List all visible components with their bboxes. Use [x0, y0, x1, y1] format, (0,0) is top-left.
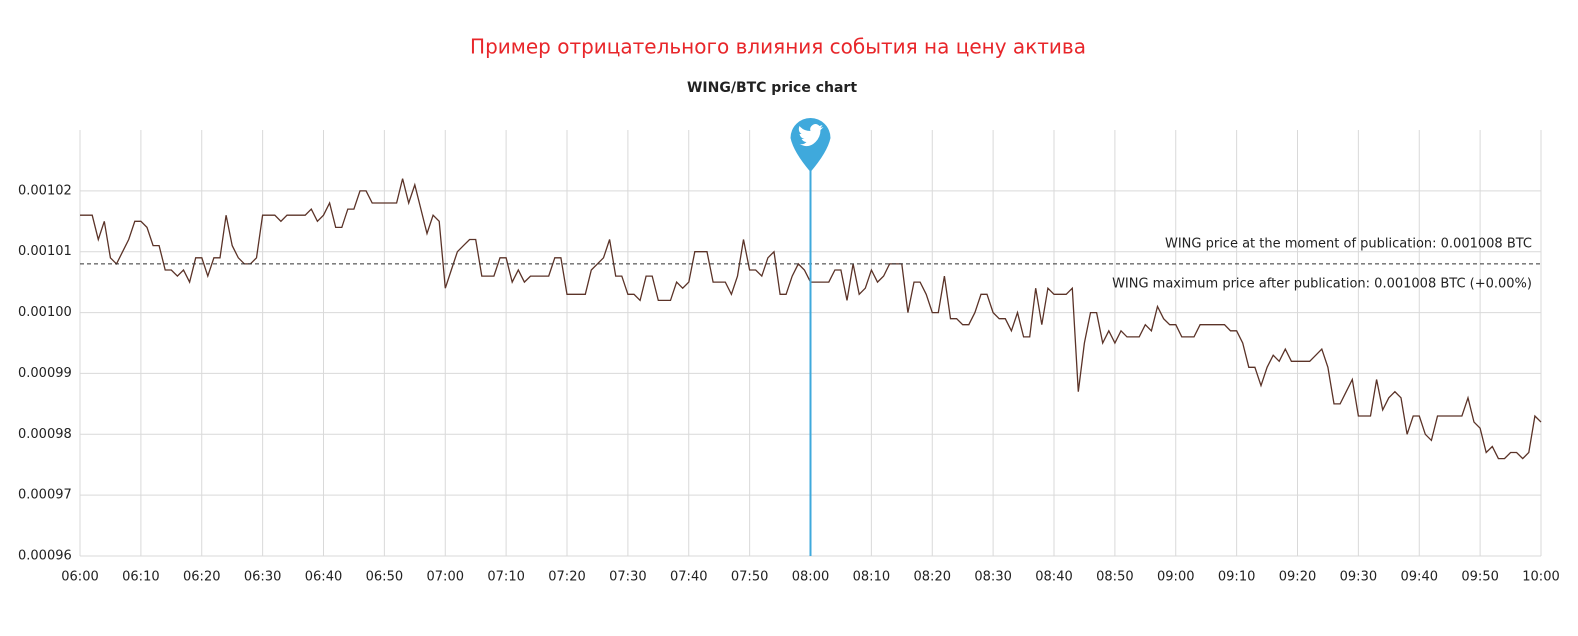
x-tick-label: 06:10: [122, 570, 159, 585]
y-tick-label: 0.00101: [18, 244, 72, 259]
x-tick-label: 08:40: [1035, 570, 1072, 585]
x-tick-label: 09:10: [1218, 570, 1255, 585]
x-tick-label: 08:50: [1096, 570, 1133, 585]
x-tick-label: 08:10: [853, 570, 890, 585]
x-tick-label: 08:20: [914, 570, 951, 585]
x-tick-label: 06:30: [244, 570, 281, 585]
x-tick-label: 07:10: [487, 570, 524, 585]
x-tick-label: 10:00: [1522, 570, 1559, 585]
heading: Пример отрицательного влияния события на…: [470, 35, 1086, 59]
y-tick-label: 0.00098: [18, 427, 72, 442]
x-tick-label: 09:00: [1157, 570, 1194, 585]
y-tick-label: 0.00099: [18, 366, 72, 381]
y-tick-label: 0.00097: [18, 488, 72, 503]
x-tick-label: 07:40: [670, 570, 707, 585]
twitter-icon: [798, 124, 824, 147]
x-tick-label: 09:20: [1279, 570, 1316, 585]
x-tick-label: 09:30: [1340, 570, 1377, 585]
chart-title: WING/BTC price chart: [687, 80, 857, 96]
x-tick-label: 07:00: [427, 570, 464, 585]
x-tick-label: 06:00: [61, 570, 98, 585]
x-tick-label: 07:20: [548, 570, 585, 585]
y-tick-label: 0.00096: [18, 549, 72, 564]
x-tick-label: 06:50: [366, 570, 403, 585]
price-annotation: WING price at the moment of publication:…: [1165, 237, 1532, 252]
x-tick-label: 09:40: [1401, 570, 1438, 585]
x-tick-label: 08:30: [974, 570, 1011, 585]
x-tick-label: 09:50: [1461, 570, 1498, 585]
y-tick-label: 0.00102: [18, 183, 72, 198]
x-tick-label: 06:20: [183, 570, 220, 585]
x-tick-label: 07:50: [731, 570, 768, 585]
y-tick-label: 0.00100: [18, 305, 72, 320]
max-price-annotation: WING maximum price after publication: 0.…: [1112, 277, 1532, 292]
x-tick-label: 08:00: [792, 570, 829, 585]
x-tick-label: 06:40: [305, 570, 342, 585]
x-tick-label: 07:30: [609, 570, 646, 585]
